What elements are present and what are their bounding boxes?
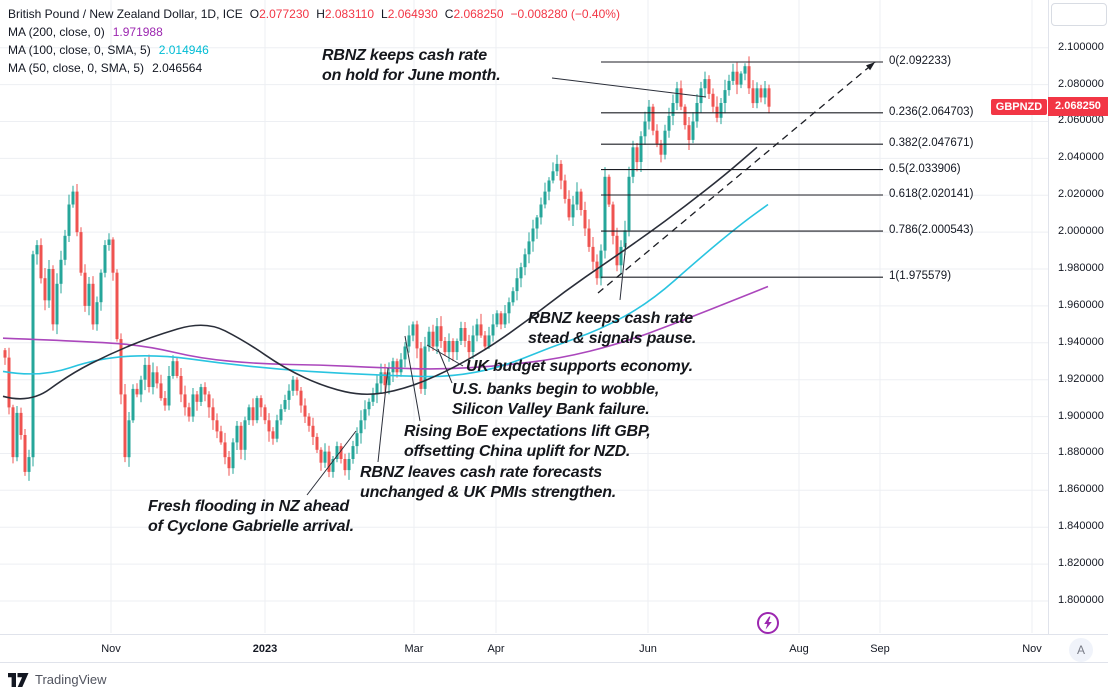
price-chart[interactable] — [0, 0, 1048, 633]
chart-legend[interactable]: British Pound / New Zealand Dollar, 1D, … — [8, 5, 620, 77]
price-tick-label: 1.840000 — [1058, 520, 1104, 532]
price-axis-separator — [1048, 0, 1049, 661]
auto-scale-button[interactable]: A — [1069, 638, 1093, 662]
ma-value: 2.046564 — [152, 61, 203, 75]
chart-annotation[interactable]: RBNZ keeps cash rate stead & signals paus… — [528, 310, 697, 347]
price-tick-label: 1.900000 — [1058, 410, 1104, 422]
time-tick-label: Mar — [404, 643, 424, 655]
corner-input-box[interactable] — [1051, 3, 1107, 26]
price-tick-label: 2.040000 — [1058, 151, 1104, 163]
fib-level-label[interactable]: 0.618(2.020141) — [889, 188, 974, 200]
time-tick-label: Nov — [1022, 643, 1042, 655]
last-price-badge[interactable]: 2.068250 — [1048, 97, 1108, 116]
chart-annotation[interactable]: Rising BoE expectations lift GBP, offsett… — [404, 423, 651, 460]
change-value: −0.008280 (−0.40%) — [510, 7, 620, 21]
ma-legend-row[interactable]: MA (100, close, 0, SMA, 5) 2.014946 — [8, 41, 620, 59]
chart-annotation[interactable]: Fresh flooding in NZ ahead of Cyclone Gab… — [148, 498, 354, 535]
ma-label: MA (100, close, 0, SMA, 5) — [8, 43, 151, 57]
ma-value: 2.014946 — [158, 43, 209, 57]
ohlc-label: H — [316, 7, 325, 21]
fib-level-label[interactable]: 0(2.092233) — [889, 55, 952, 67]
fib-level-label[interactable]: 0.382(2.047671) — [889, 137, 974, 149]
chart-annotation[interactable]: UK budget supports economy. — [466, 358, 693, 375]
annotation-pointer-lines — [306, 77, 707, 496]
ma-legend[interactable]: MA (200, close, 0) 1.971988 MA (100, close… — [8, 23, 620, 77]
fib-level-label[interactable]: 1(1.975579) — [889, 270, 952, 282]
candlestick-series — [3, 56, 771, 481]
symbol-price-label[interactable]: GBPNZD — [991, 99, 1047, 115]
time-tick-label: Aug — [789, 643, 809, 655]
price-tick-label: 1.820000 — [1058, 557, 1104, 569]
ohlc-value: 2.083110 — [324, 7, 375, 21]
tradingview-logo[interactable]: TradingView — [8, 672, 107, 687]
ma-legend-row[interactable]: MA (200, close, 0) 1.971988 — [8, 23, 620, 41]
lightning-bolt — [764, 616, 772, 630]
ohlc-value: 2.068250 — [453, 7, 504, 21]
price-tick-label: 2.100000 — [1058, 41, 1104, 53]
chart-annotation[interactable]: U.S. banks begin to wobble, Silicon Valle… — [452, 381, 660, 418]
ohlc-value: 2.064930 — [387, 7, 438, 21]
grid-lines — [0, 0, 1048, 633]
symbol-title: British Pound / New Zealand Dollar, 1D, … — [8, 7, 243, 21]
ohlc-label: C — [444, 7, 454, 21]
symbol-ohlc-row[interactable]: British Pound / New Zealand Dollar, 1D, … — [8, 5, 620, 23]
ohlc-value: 2.077230 — [259, 7, 310, 21]
time-tick-label: 2023 — [252, 643, 278, 655]
price-tick-label: 2.060000 — [1058, 114, 1104, 126]
lightning-marker-icon[interactable] — [756, 611, 780, 635]
ma-label: MA (200, close, 0) — [8, 25, 105, 39]
chart-annotation[interactable]: RBNZ leaves cash rate forecasts unchanged… — [360, 464, 617, 501]
price-tick-label: 1.940000 — [1058, 336, 1104, 348]
price-axis[interactable]: 2.100000 2.080000 2.060000 2.040000 2.020000… — [1048, 0, 1108, 633]
tradingview-logo-text: TradingView — [35, 672, 107, 687]
ma-legend-row[interactable]: MA (50, close, 0, SMA, 5) 2.046564 — [8, 59, 620, 77]
ma100-line[interactable] — [2, 203, 769, 378]
fib-level-label[interactable]: 0.236(2.064703) — [889, 106, 974, 118]
time-tick-label: Apr — [487, 643, 505, 655]
price-tick-label: 1.860000 — [1058, 483, 1104, 495]
fibonacci-lines[interactable] — [601, 61, 883, 278]
price-tick-label: 2.020000 — [1058, 188, 1104, 200]
time-tick-label: Nov — [101, 643, 121, 655]
trendline-dashed[interactable] — [597, 61, 876, 294]
ma-value: 1.971988 — [112, 25, 163, 39]
chart-annotation[interactable]: RBNZ keeps cash rate on hold for June mon… — [322, 47, 501, 84]
price-tick-label: 2.000000 — [1058, 225, 1104, 237]
fib-level-label[interactable]: 0.786(2.000543) — [889, 224, 974, 236]
time-axis[interactable]: Nov 2023 Mar Apr Jun Aug Sep Nov — [0, 634, 1108, 663]
ohlc-label: O — [249, 7, 260, 21]
price-tick-label: 1.800000 — [1058, 594, 1104, 606]
price-tick-label: 1.980000 — [1058, 262, 1104, 274]
ma200-line[interactable] — [2, 285, 769, 370]
fib-level-label[interactable]: 0.5(2.033906) — [889, 163, 961, 175]
time-tick-label: Sep — [870, 643, 890, 655]
price-tick-label: 2.080000 — [1058, 78, 1104, 90]
ma-label: MA (50, close, 0, SMA, 5) — [8, 61, 145, 75]
tradingview-logo-icon — [8, 672, 29, 687]
time-tick-label: Jun — [639, 643, 657, 655]
ohlc-label: L — [381, 7, 388, 21]
ohlc-values: O2.077230 H2.083110 L2.064930 C2.068250 −0.0… — [243, 7, 620, 21]
price-tick-label: 1.960000 — [1058, 299, 1104, 311]
price-tick-label: 1.920000 — [1058, 373, 1104, 385]
price-tick-label: 1.880000 — [1058, 446, 1104, 458]
